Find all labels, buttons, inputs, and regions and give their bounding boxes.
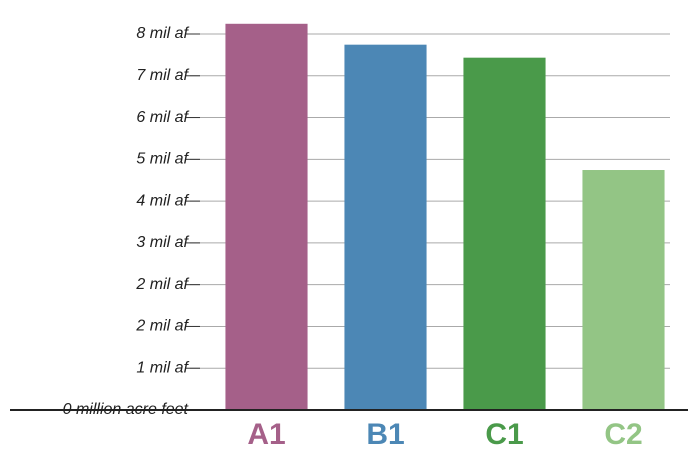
bar xyxy=(582,170,665,410)
y-tick-label: 4 mil af xyxy=(136,192,189,209)
y-tick-label: 2 mil af xyxy=(135,318,189,335)
y-tick-label: 3 mil af xyxy=(136,234,189,251)
x-tick-label: C2 xyxy=(604,418,642,451)
y-tick-label: 2 mil af xyxy=(135,276,189,293)
y-tick-label: 8 mil af xyxy=(136,25,189,42)
y-tick-label: 7 mil af xyxy=(136,67,189,84)
y-tick-label: 1 mil af xyxy=(136,359,189,376)
x-tick-label: A1 xyxy=(247,418,285,451)
x-tick-label: B1 xyxy=(366,418,404,451)
bar xyxy=(344,44,427,410)
y-tick-label: 6 mil af xyxy=(136,109,189,126)
y-tick-label: 5 mil af xyxy=(136,151,189,168)
bar xyxy=(463,57,546,410)
x-tick-label: C1 xyxy=(485,418,523,451)
bar xyxy=(225,23,308,410)
